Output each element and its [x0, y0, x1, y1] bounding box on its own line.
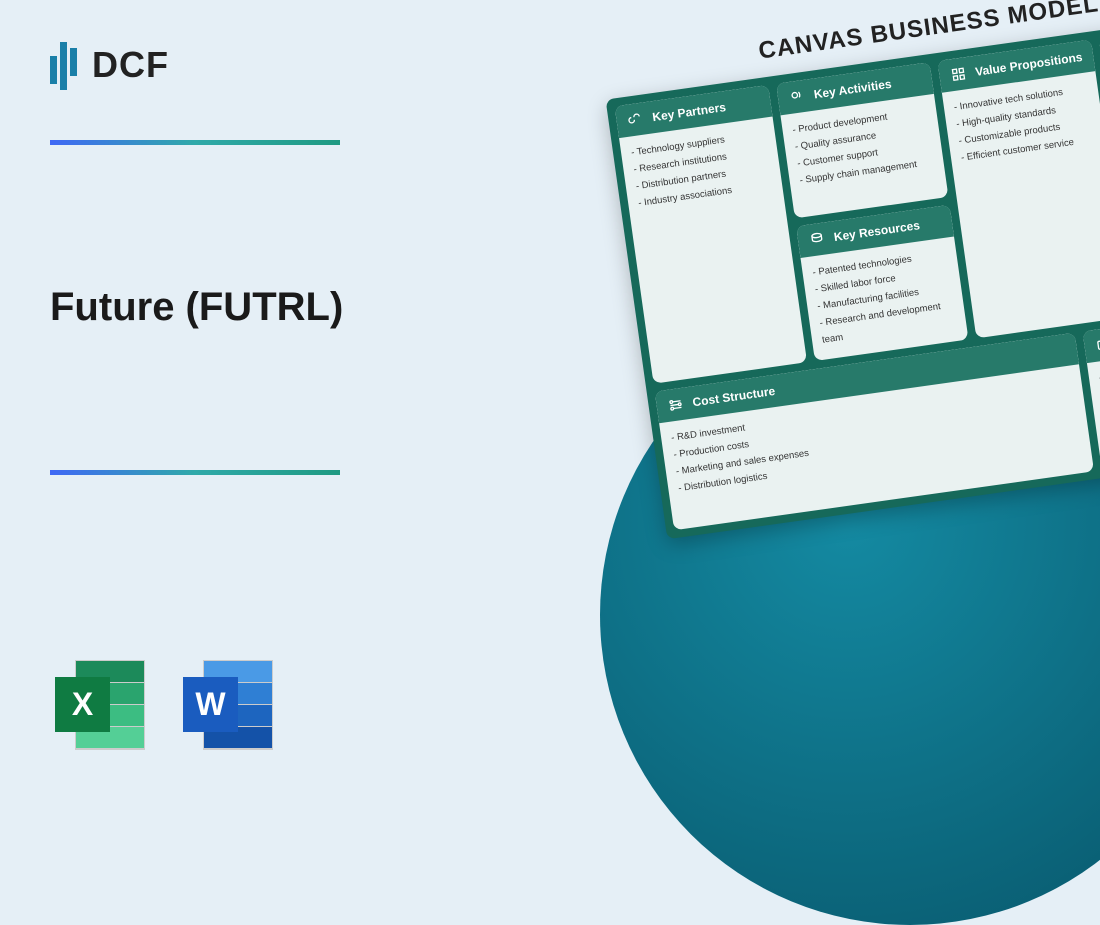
- excel-icon: X: [50, 655, 150, 755]
- card-label: Key Activities: [813, 77, 892, 102]
- logo: DCF: [50, 40, 470, 90]
- excel-letter: X: [72, 686, 93, 723]
- card-label: Cost Structure: [692, 384, 776, 409]
- activities-icon: [787, 87, 807, 107]
- word-icon: W: [178, 655, 278, 755]
- word-letter: W: [195, 686, 225, 723]
- card-key-resources: Key Resources Patented technologiesSkill…: [796, 205, 968, 361]
- resources-icon: [807, 229, 827, 249]
- card-label: Key Partners: [652, 100, 727, 124]
- card-label: Key Resources: [833, 218, 921, 244]
- logo-text: DCF: [92, 44, 169, 86]
- card-key-partners: Key Partners Technology suppliersResearc…: [615, 85, 807, 384]
- file-icons: X W: [50, 655, 278, 755]
- card-key-activities: Key Activities Product developmentQualit…: [776, 62, 948, 218]
- card-body: Patented technologiesSkilled labor force…: [801, 236, 969, 358]
- divider-bottom: [50, 470, 340, 475]
- canvas-board: Key Partners Technology suppliersResearc…: [606, 8, 1100, 540]
- divider-top: [50, 140, 340, 145]
- canvas-preview: CANVAS BUSINESS MODEL Key Partners Techn…: [600, 0, 1100, 539]
- cost-icon: [666, 395, 686, 415]
- left-section: DCF Future (FUTRL): [50, 40, 470, 475]
- partners-icon: [625, 109, 645, 129]
- logo-bars-icon: [50, 40, 80, 90]
- revenue-icon: [1093, 335, 1100, 355]
- page-title: Future (FUTRL): [50, 285, 470, 330]
- value-icon: [948, 64, 968, 84]
